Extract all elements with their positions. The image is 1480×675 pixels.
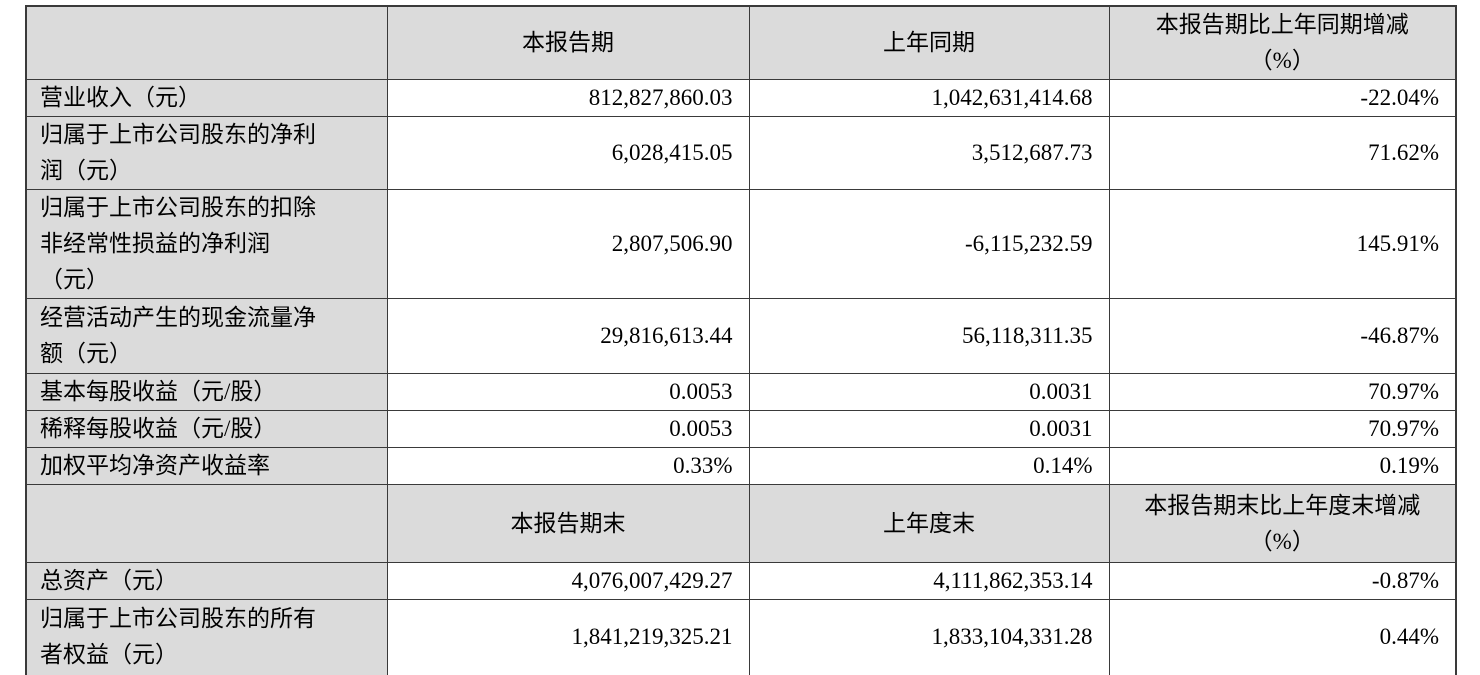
row-label-cell: 归属于上市公司股东的扣除 非经常性损益的净利润 （元） [25,189,388,299]
change-value-cell: 0.44% [1108,599,1457,675]
change-value-cell: 145.91% [1108,189,1457,299]
table-row-total-assets: 总资产（元） 4,076,007,429.27 4,111,862,353.14… [25,562,1457,600]
row-label-cell: 归属于上市公司股东的净利 润（元） [25,116,388,190]
table-row-operating-cash-flow: 经营活动产生的现金流量净 额（元） 29,816,613.44 56,118,3… [25,298,1457,374]
prior-value-cell: 0.0031 [748,373,1110,411]
current-value-cell: 0.0053 [386,373,750,411]
current-value-cell: 29,816,613.44 [386,298,750,374]
header-empty-cell [25,5,388,80]
prior-value-cell: 1,833,104,331.28 [748,599,1110,675]
header-period-change: 本报告期比上年同期增减 （%） [1108,5,1457,80]
current-value-cell: 2,807,506.90 [386,189,750,299]
prior-value-cell: 3,512,687.73 [748,116,1110,190]
current-value-cell: 4,076,007,429.27 [386,562,750,600]
financial-summary-table: 本报告期 上年同期 本报告期比上年同期增减 （%） 营业收入（元） 812,82… [25,5,1457,675]
table-row-operating-revenue: 营业收入（元） 812,827,860.03 1,042,631,414.68 … [25,79,1457,117]
table-row-net-profit-excl-nonrecurring: 归属于上市公司股东的扣除 非经常性损益的净利润 （元） 2,807,506.90… [25,189,1457,299]
header-empty-cell [25,484,388,563]
period-header-row: 本报告期 上年同期 本报告期比上年同期增减 （%） [25,5,1457,80]
change-value-cell: 71.62% [1108,116,1457,190]
current-value-cell: 812,827,860.03 [386,79,750,117]
table-row-diluted-eps: 稀释每股收益（元/股） 0.0053 0.0031 70.97% [25,410,1457,448]
header-prior-year-end: 上年度末 [748,484,1110,563]
row-label-cell: 稀释每股收益（元/股） [25,410,388,448]
current-value-cell: 0.0053 [386,410,750,448]
header-current-period: 本报告期 [386,5,750,80]
prior-value-cell: -6,115,232.59 [748,189,1110,299]
change-value-cell: 0.19% [1108,447,1457,485]
balance-header-row: 本报告期末 上年度末 本报告期末比上年度末增减 （%） [25,484,1457,563]
change-value-cell: -0.87% [1108,562,1457,600]
change-value-cell: -22.04% [1108,79,1457,117]
header-period-end: 本报告期末 [386,484,750,563]
current-value-cell: 0.33% [386,447,750,485]
table-row-weighted-avg-roe: 加权平均净资产收益率 0.33% 0.14% 0.19% [25,447,1457,485]
change-value-cell: -46.87% [1108,298,1457,374]
current-value-cell: 6,028,415.05 [386,116,750,190]
current-value-cell: 1,841,219,325.21 [386,599,750,675]
header-period-end-change: 本报告期末比上年度末增减 （%） [1108,484,1457,563]
prior-value-cell: 1,042,631,414.68 [748,79,1110,117]
row-label-cell: 加权平均净资产收益率 [25,447,388,485]
table-row-shareholders-equity: 归属于上市公司股东的所有 者权益（元） 1,841,219,325.21 1,8… [25,599,1457,675]
row-label-cell: 总资产（元） [25,562,388,600]
header-prior-period: 上年同期 [748,5,1110,80]
row-label-cell: 营业收入（元） [25,79,388,117]
prior-value-cell: 56,118,311.35 [748,298,1110,374]
table-row-basic-eps: 基本每股收益（元/股） 0.0053 0.0031 70.97% [25,373,1457,411]
table-row-net-profit: 归属于上市公司股东的净利 润（元） 6,028,415.05 3,512,687… [25,116,1457,190]
row-label-cell: 基本每股收益（元/股） [25,373,388,411]
prior-value-cell: 0.14% [748,447,1110,485]
change-value-cell: 70.97% [1108,373,1457,411]
change-value-cell: 70.97% [1108,410,1457,448]
prior-value-cell: 4,111,862,353.14 [748,562,1110,600]
prior-value-cell: 0.0031 [748,410,1110,448]
row-label-cell: 归属于上市公司股东的所有 者权益（元） [25,599,388,675]
row-label-cell: 经营活动产生的现金流量净 额（元） [25,298,388,374]
